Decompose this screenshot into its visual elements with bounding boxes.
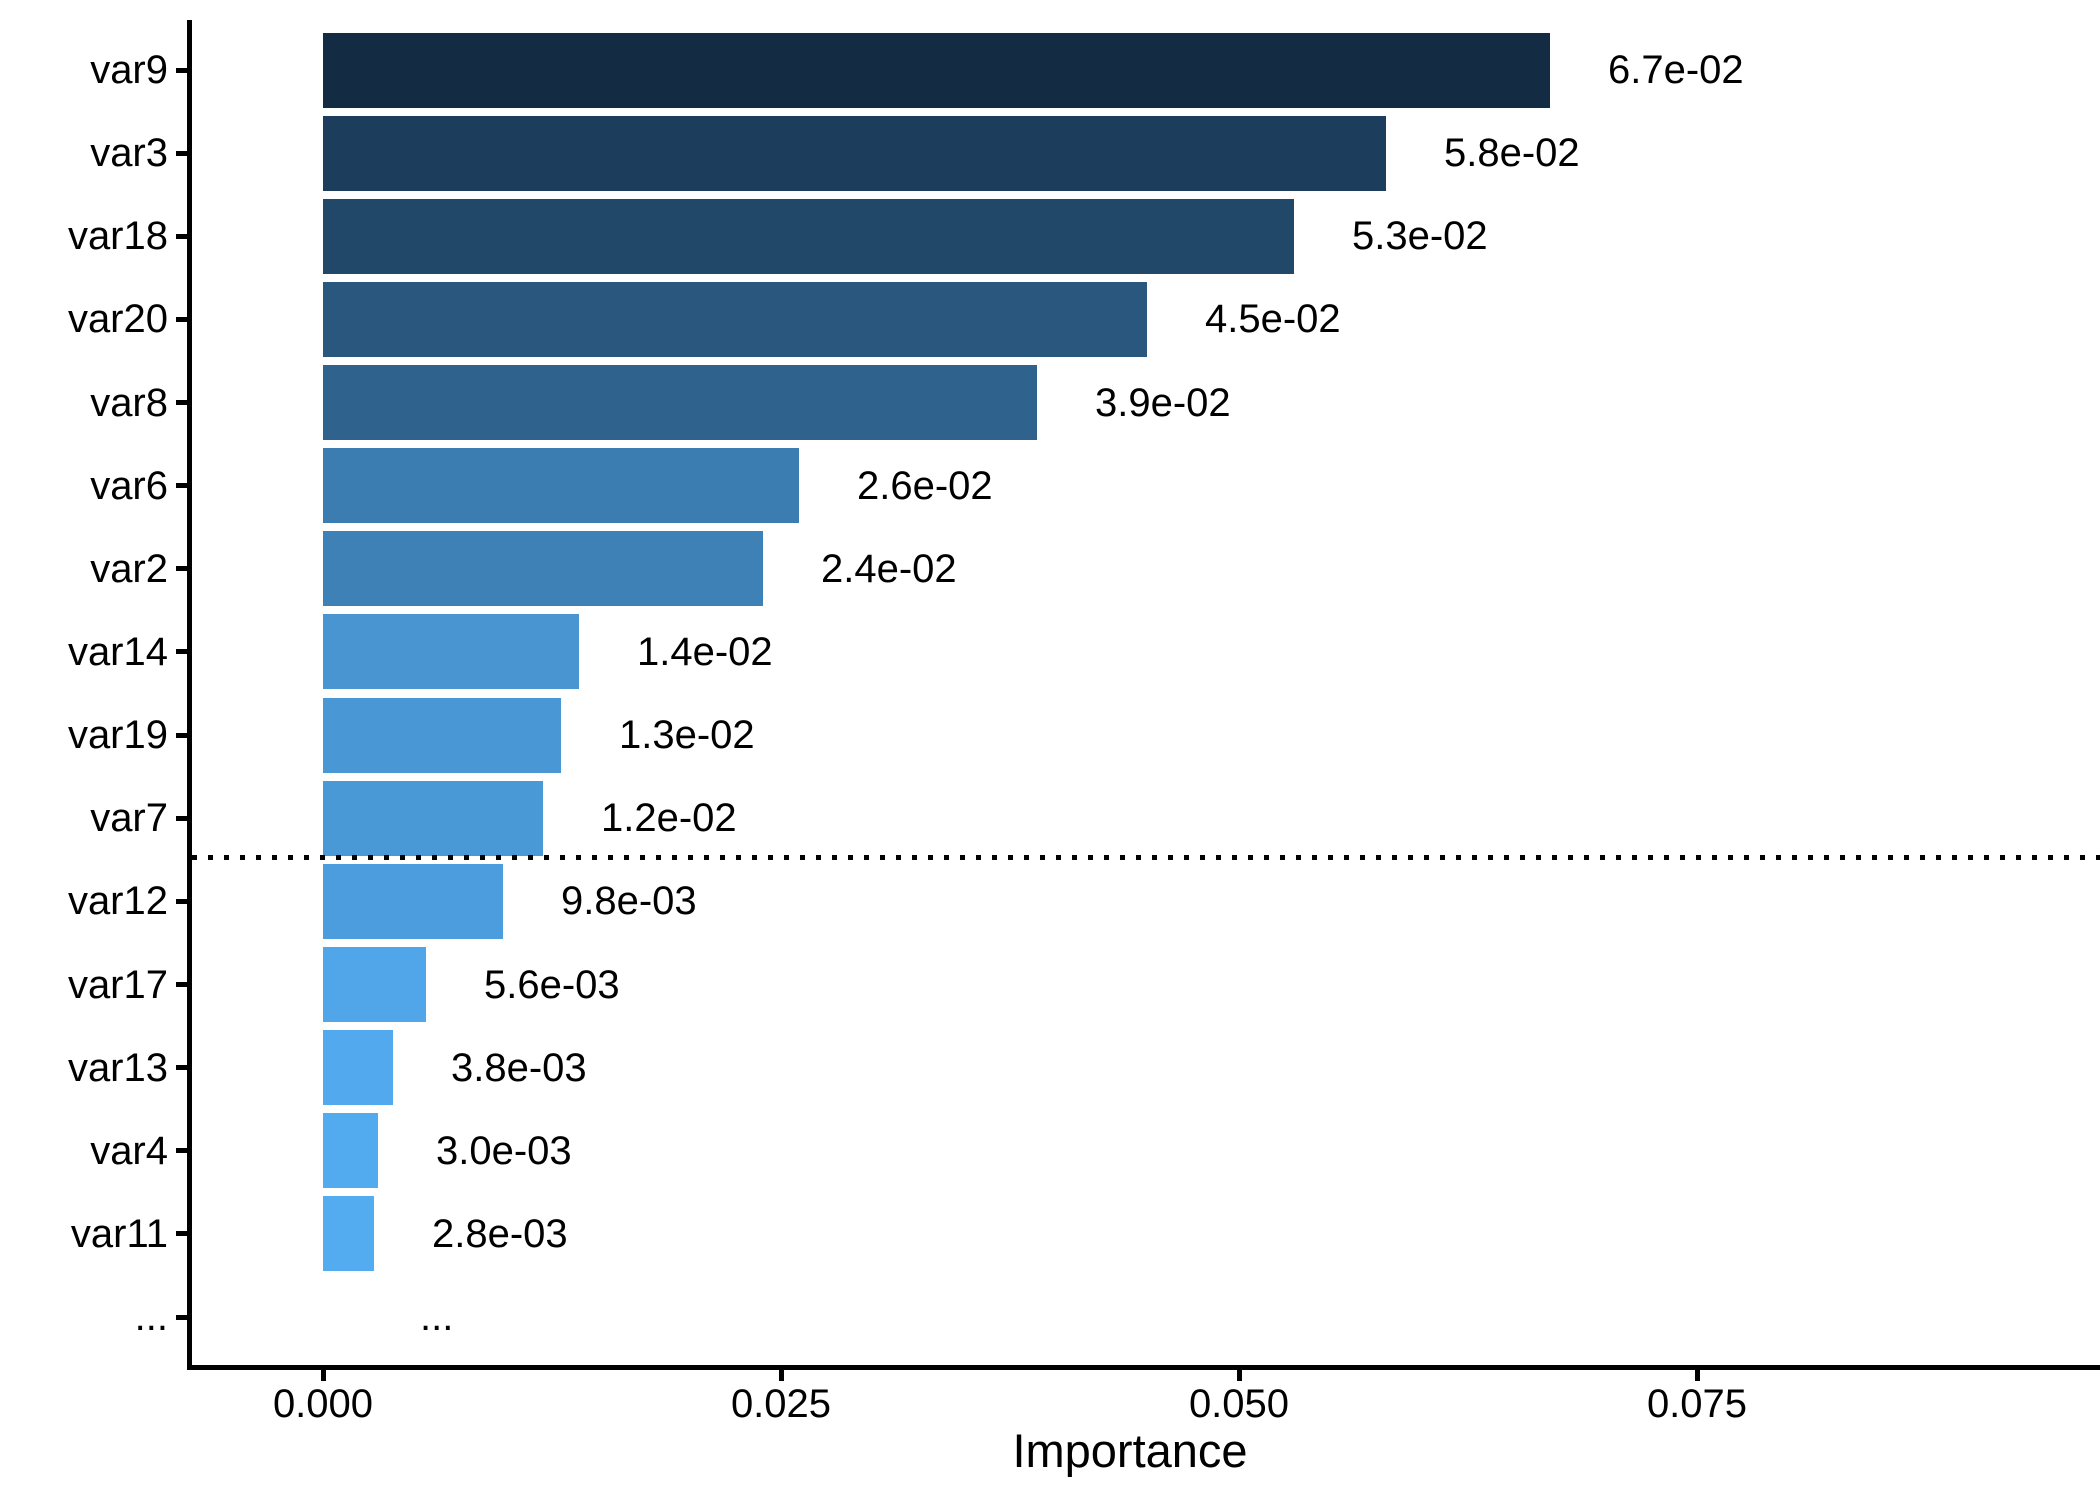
y-axis-label-var11: var11 [70,1211,168,1256]
bar-var12 [323,863,503,939]
y-tick-var9 [176,67,187,73]
bar-var20 [323,281,1147,357]
y-tick-var2 [176,566,187,572]
y-tick-var3 [176,150,187,156]
value-label-var4: 3.0e-03 [436,1128,572,1173]
y-tick-var18 [176,233,187,239]
value-label-var8: 3.9e-02 [1095,380,1231,425]
value-label-var18: 5.3e-02 [1352,214,1488,259]
y-tick-var8 [176,400,187,406]
bar-var19 [323,697,561,773]
value-label-var11: 2.8e-03 [432,1211,568,1256]
overflow-value-label: ... [420,1295,454,1340]
value-label-var2: 2.4e-02 [821,546,957,591]
y-axis-label-var17: var17 [67,962,168,1007]
cutoff-dotted-line [192,855,2100,860]
y-axis-label-var4: var4 [90,1128,168,1173]
value-label-var14: 1.4e-02 [637,629,773,674]
y-axis-label-overflow: ... [134,1295,168,1340]
y-axis-label-var18: var18 [67,214,168,259]
x-tick-label-3: 0.075 [1646,1382,1748,1426]
bar-var4 [323,1113,378,1189]
y-axis-line [187,20,192,1370]
x-tick-0 [321,1370,326,1381]
y-axis-label-var8: var8 [90,380,168,425]
y-axis-label-var6: var6 [90,463,168,508]
bar-var18 [323,198,1294,274]
bar-var6 [323,448,799,524]
y-tick-var11 [176,1231,187,1237]
x-tick-2 [1237,1370,1242,1381]
bar-var7 [323,780,543,856]
x-tick-label-0: 0.000 [272,1382,374,1426]
y-tick-var19 [176,732,187,738]
y-tick-var7 [176,815,187,821]
y-tick-var17 [176,982,187,988]
y-tick-var14 [176,649,187,655]
y-axis-label-var20: var20 [67,297,168,342]
y-tick-var4 [176,1148,187,1154]
x-axis-title: Importance [1012,1424,1248,1477]
y-axis-label-var19: var19 [67,713,168,758]
x-tick-1 [779,1370,784,1381]
y-tick-var13 [176,1065,187,1071]
value-label-var19: 1.3e-02 [619,713,755,758]
y-axis-label-var9: var9 [90,48,168,92]
y-axis-label-var2: var2 [90,546,168,591]
x-axis-line [187,1365,2100,1370]
x-tick-3 [1695,1370,1700,1381]
x-tick-label-1: 0.025 [730,1382,832,1426]
y-axis-label-var7: var7 [90,796,168,841]
bar-var3 [323,115,1386,191]
value-label-var13: 3.8e-03 [451,1045,587,1090]
bar-var14 [323,614,579,690]
value-label-var17: 5.6e-03 [484,962,620,1007]
bar-var2 [323,531,763,607]
y-axis-label-var12: var12 [67,879,168,924]
bar-var8 [323,365,1037,441]
y-tick-var6 [176,483,187,489]
y-tick-var20 [176,316,187,322]
y-tick-overflow [176,1314,187,1320]
y-tick-var12 [176,898,187,904]
y-axis-label-var3: var3 [90,131,168,176]
y-axis-label-var13: var13 [67,1045,168,1090]
bar-var17 [323,947,426,1023]
bar-var11 [323,1196,374,1272]
value-label-var12: 9.8e-03 [561,879,697,924]
value-label-var3: 5.8e-02 [1444,131,1580,176]
value-label-var20: 4.5e-02 [1205,297,1341,342]
value-label-var7: 1.2e-02 [601,796,737,841]
value-label-var9: 6.7e-02 [1608,48,1744,92]
value-label-var6: 2.6e-02 [857,463,993,508]
x-tick-label-2: 0.050 [1188,1382,1290,1426]
bar-var13 [323,1030,393,1106]
bar-var9 [323,32,1550,108]
y-axis-label-var14: var14 [67,629,168,674]
